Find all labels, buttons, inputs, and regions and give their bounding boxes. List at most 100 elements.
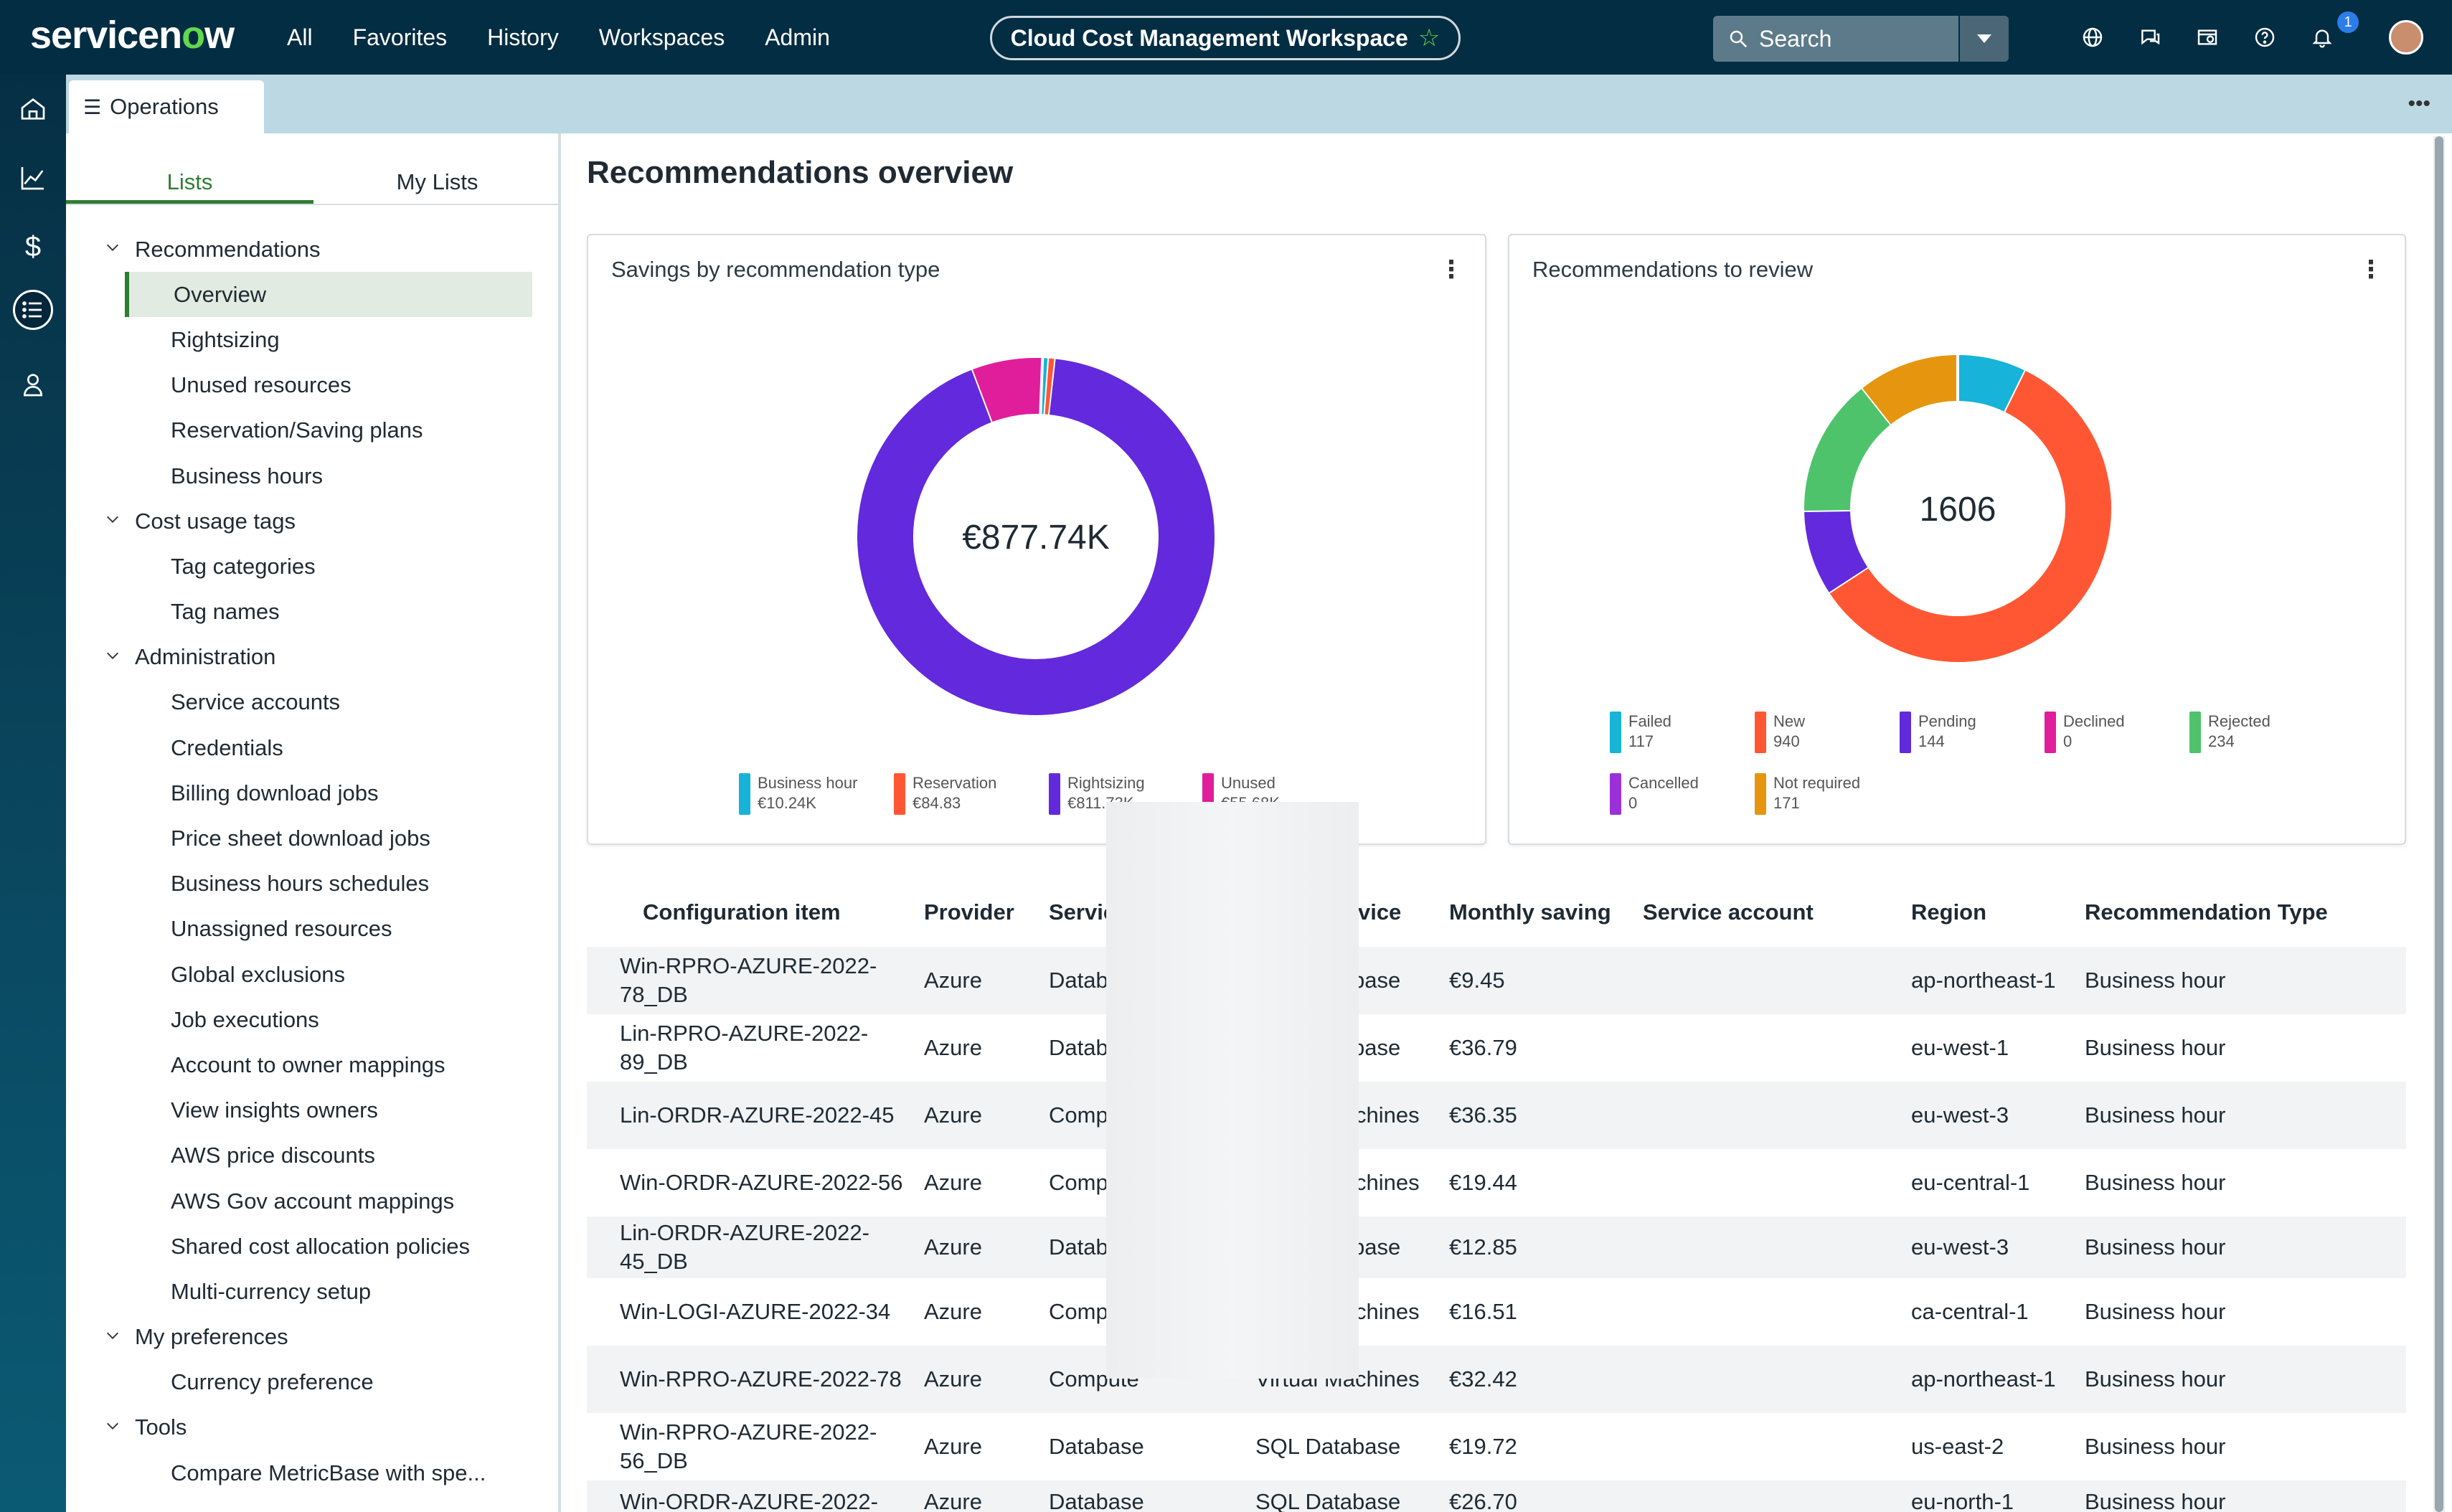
sidebar-item[interactable]: Credentials bbox=[66, 725, 561, 770]
kebab-menu-icon[interactable]: ⋮ bbox=[2359, 256, 2383, 283]
scrollbar[interactable] bbox=[2433, 136, 2445, 1512]
sidebar-item[interactable]: Tag categories bbox=[66, 544, 561, 589]
tab-lists[interactable]: Lists bbox=[66, 162, 313, 204]
sidebar-item[interactable]: Overview bbox=[125, 272, 532, 318]
chevron-down-icon[interactable] bbox=[105, 1328, 121, 1343]
legend-text: Reservation €84.83 bbox=[913, 774, 997, 812]
help-panel-icon[interactable] bbox=[2195, 25, 2220, 49]
table-row[interactable]: Win-RPRO-AZURE-2022-78 Azure Compute Virtua… bbox=[587, 1346, 2406, 1413]
column-header[interactable]: Monthly saving bbox=[1449, 899, 1611, 925]
nav-item-favorites[interactable]: Favorites bbox=[352, 24, 448, 50]
table-row[interactable]: Lin-ORDR-AZURE-2022-45AzureComputeVirtua… bbox=[587, 1082, 2406, 1149]
tree-group[interactable]: Administration bbox=[66, 635, 561, 680]
table-row[interactable]: Lin-ORDR-AZURE-2022-45_DBAzureDatabaseSQ… bbox=[587, 1216, 2406, 1278]
servicenow-logo[interactable]: servicenow bbox=[30, 14, 235, 57]
search-field[interactable]: Search bbox=[1713, 16, 2009, 62]
tree-label: AWS Gov account mappings bbox=[171, 1188, 455, 1214]
tree-label: Unassigned resources bbox=[171, 916, 392, 942]
legend-swatch bbox=[1755, 712, 1766, 753]
list-icon[interactable] bbox=[13, 290, 53, 330]
slice-pending[interactable] bbox=[1804, 509, 1868, 592]
legend-item[interactable]: Pending 144 bbox=[1900, 712, 1976, 753]
sidebar-item[interactable]: Rightsizing bbox=[66, 317, 561, 362]
legend-item[interactable]: New 940 bbox=[1755, 712, 1805, 753]
column-header[interactable]: Region bbox=[1911, 899, 1987, 925]
column-header[interactable]: Configuration item bbox=[643, 899, 841, 925]
legend-item[interactable]: Rejected 234 bbox=[2189, 712, 2271, 753]
tree-label: Shared cost allocation policies bbox=[171, 1233, 471, 1259]
question-icon[interactable] bbox=[2253, 25, 2277, 49]
bell-icon[interactable] bbox=[2310, 25, 2334, 49]
sidebar-item[interactable]: Business hours schedules bbox=[66, 861, 561, 907]
home-icon[interactable] bbox=[13, 89, 53, 129]
workspace-title-pill[interactable]: Cloud Cost Management Workspace ☆ bbox=[990, 16, 1461, 60]
globe-icon[interactable] bbox=[2080, 25, 2105, 49]
nav-item-workspaces[interactable]: Workspaces bbox=[598, 24, 725, 50]
table-row[interactable]: Lin-RPRO-AZURE-2022-89_DBAzureDatabaseSQ… bbox=[587, 1014, 2406, 1082]
slice-new[interactable] bbox=[1829, 371, 2111, 662]
slice-unused[interactable] bbox=[972, 358, 1043, 422]
slice-failed[interactable] bbox=[1957, 355, 2026, 412]
nav-item-admin[interactable]: Admin bbox=[765, 24, 830, 50]
sidebar-item[interactable]: Global exclusions bbox=[66, 952, 561, 997]
avatar[interactable] bbox=[2389, 20, 2423, 55]
tree-group[interactable]: My preferences bbox=[66, 1315, 561, 1360]
sidebar-item[interactable]: Reservation/Saving plans bbox=[66, 408, 561, 453]
search-placeholder: Search bbox=[1759, 25, 1832, 52]
legend-item[interactable]: Cancelled 0 bbox=[1610, 773, 1699, 815]
legend-item[interactable]: Business hour €10.24K bbox=[739, 773, 857, 815]
sidebar-item[interactable]: Account to owner mappings bbox=[66, 1042, 561, 1087]
chevron-down-icon[interactable] bbox=[105, 240, 121, 255]
sidebar-item[interactable]: Unassigned resources bbox=[66, 907, 561, 952]
sidebar-item[interactable]: Shared cost allocation policies bbox=[66, 1224, 561, 1269]
table-row[interactable]: Win-LOGI-AZURE-2022-34AzureComputeVirtua… bbox=[587, 1278, 2406, 1346]
slice-rightsizing[interactable] bbox=[857, 359, 1215, 715]
tree-group[interactable]: Tools bbox=[66, 1405, 561, 1450]
sidebar-item[interactable]: Multi-currency setup bbox=[66, 1269, 561, 1314]
sidebar-item[interactable]: Billing download jobs bbox=[66, 770, 561, 816]
table-row[interactable]: Win-ORDR-AZURE-2022- Azure Database SQL Dat… bbox=[587, 1480, 2406, 1512]
nav-item-all[interactable]: All bbox=[287, 24, 313, 50]
legend-item[interactable]: Reservation €84.83 bbox=[894, 773, 996, 815]
tab-my-lists[interactable]: My Lists bbox=[396, 169, 478, 194]
slice-not-required[interactable] bbox=[1862, 355, 1958, 425]
chevron-down-icon[interactable] bbox=[105, 511, 121, 527]
slice-rejected[interactable] bbox=[1804, 388, 1892, 511]
table-row[interactable]: Win-ORDR-AZURE-2022-56AzureComputeVirtua… bbox=[587, 1149, 2406, 1216]
sidebar-item[interactable]: Compare MetricBase with spe... bbox=[66, 1450, 561, 1496]
chat-icon[interactable] bbox=[2138, 25, 2162, 49]
sidebar-item[interactable]: Service accounts bbox=[66, 680, 561, 725]
chevron-down-icon[interactable] bbox=[105, 1418, 121, 1434]
tree-group[interactable]: Cost usage tags bbox=[66, 499, 561, 544]
table-row[interactable]: Win-RPRO-AZURE-2022-56_DB Azure Database SQ… bbox=[587, 1413, 2406, 1480]
tree-group[interactable]: Recommendations bbox=[66, 227, 561, 272]
legend-item[interactable]: Declined 0 bbox=[2045, 712, 2125, 753]
column-header[interactable]: Recommendation Type bbox=[2085, 899, 2328, 925]
user-icon[interactable] bbox=[13, 364, 53, 405]
sidebar-item[interactable]: AWS price discounts bbox=[66, 1133, 561, 1178]
sidebar-item[interactable]: Price sheet download jobs bbox=[66, 816, 561, 861]
dollar-icon[interactable]: $ bbox=[24, 230, 42, 263]
sidebar-item[interactable]: Unused resources bbox=[66, 363, 561, 408]
sidebar-item[interactable]: Currency preference bbox=[66, 1360, 561, 1405]
chevron-down-icon[interactable] bbox=[105, 648, 121, 663]
more-options-icon[interactable]: ••• bbox=[2408, 92, 2430, 115]
table-cell: Azure bbox=[924, 968, 982, 993]
sidebar-item[interactable]: View insights owners bbox=[66, 1088, 561, 1133]
sidebar-item[interactable]: Business hours bbox=[66, 453, 561, 499]
table-row[interactable]: Win-RPRO-AZURE-2022-78_DBAzureDatabaseSQ… bbox=[587, 947, 2406, 1014]
nav-item-history[interactable]: History bbox=[487, 24, 559, 50]
column-header[interactable]: Provider bbox=[924, 899, 1014, 925]
sidebar-item[interactable]: Job executions bbox=[66, 997, 561, 1042]
legend-item[interactable]: Failed 117 bbox=[1610, 712, 1671, 753]
column-header[interactable]: Service account bbox=[1643, 899, 1814, 925]
sidebar-item[interactable]: Tag names bbox=[66, 590, 561, 635]
legend-item[interactable]: Not required 171 bbox=[1755, 773, 1860, 815]
chart-icon[interactable] bbox=[13, 158, 53, 198]
search-scope-dropdown[interactable] bbox=[1958, 16, 2009, 62]
tab-operations[interactable]: ☰ Operations bbox=[69, 80, 264, 133]
kebab-menu-icon[interactable]: ⋮ bbox=[1439, 256, 1463, 283]
favorite-star-icon[interactable]: ☆ bbox=[1418, 24, 1440, 52]
savings-donut-chart: €877.74K bbox=[857, 357, 1215, 715]
sidebar-item[interactable]: AWS Gov account mappings bbox=[66, 1178, 561, 1224]
